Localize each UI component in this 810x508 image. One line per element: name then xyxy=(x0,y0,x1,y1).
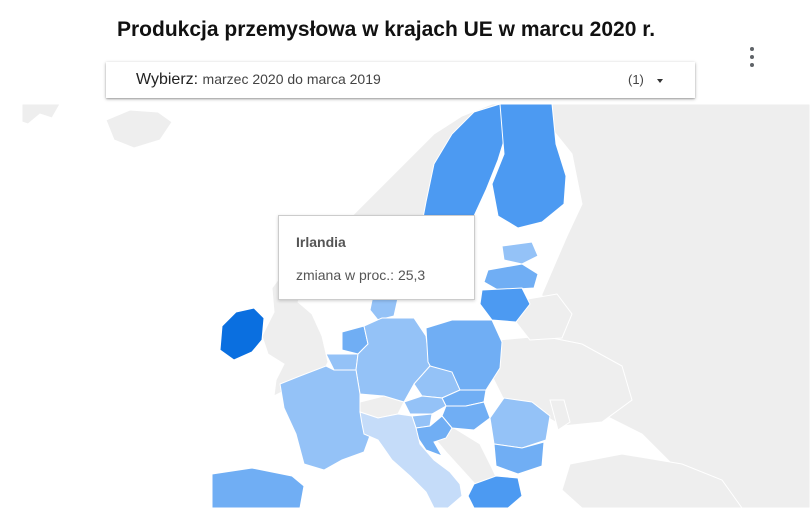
country-greenland-edge xyxy=(22,104,61,125)
country-greece xyxy=(467,475,523,508)
country-france xyxy=(279,365,373,471)
more-vert-icon[interactable] xyxy=(742,44,762,70)
map-tooltip: Irlandia zmiana w proc.: 25,3 xyxy=(278,215,475,300)
country-spain xyxy=(211,467,305,508)
tooltip-value: 25,3 xyxy=(397,267,426,283)
selector-text: Wybierz: marzec 2020 do marca 2019 xyxy=(136,71,381,89)
country-italy xyxy=(359,411,463,508)
country-latvia xyxy=(483,263,539,291)
selector-label: Wybierz xyxy=(136,71,194,88)
country-moldova xyxy=(549,399,571,431)
country-iceland xyxy=(105,109,173,149)
country-estonia xyxy=(501,241,539,265)
map-svg xyxy=(22,104,810,508)
country-turkey xyxy=(561,453,743,508)
country-belgium xyxy=(325,353,359,371)
country-austria xyxy=(403,395,447,415)
tooltip-country: Irlandia xyxy=(296,234,346,250)
eu-countries xyxy=(211,104,567,508)
selector-value: marzec 2020 do marca 2019 xyxy=(202,71,381,87)
country-ireland xyxy=(219,307,265,361)
country-croatia xyxy=(415,415,453,457)
choropleth-map[interactable] xyxy=(22,104,810,508)
dropdown-caret-icon[interactable] xyxy=(657,79,663,83)
tooltip-metric: zmiana w proc.: 25,3 xyxy=(296,267,425,283)
selector-count: (1) xyxy=(628,72,644,87)
country-russia xyxy=(531,104,810,508)
tooltip-separator: : xyxy=(390,267,395,283)
country-bulgaria xyxy=(493,441,545,475)
period-selector[interactable]: Wybierz: marzec 2020 do marca 2019 (1) xyxy=(106,62,695,98)
page-title: Produkcja przemysłowa w krajach UE w mar… xyxy=(117,18,656,41)
tooltip-metric-label: zmiana w proc. xyxy=(296,267,391,283)
country-finland xyxy=(491,104,567,229)
country-lithuania xyxy=(479,287,531,323)
selector-separator: : xyxy=(193,71,199,88)
